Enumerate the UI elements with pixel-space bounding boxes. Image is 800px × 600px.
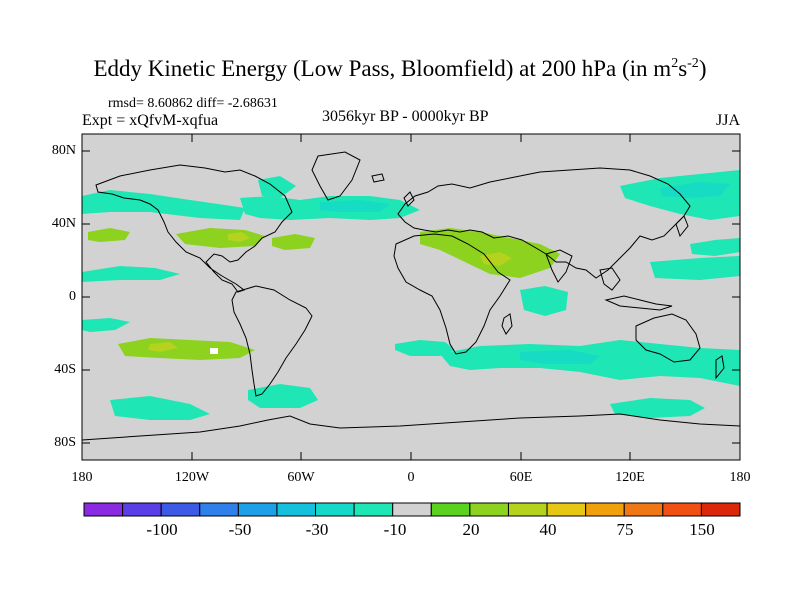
- colorbar-box: [623, 502, 664, 517]
- colorbar-box: [546, 502, 587, 517]
- stats-text: rmsd= 8.60862 diff= -2.68631: [108, 96, 278, 111]
- experiment-label: Expt = xQfvM-xqfua: [82, 112, 219, 129]
- south-pacific-green: [118, 338, 255, 360]
- colorbar-box: [430, 502, 471, 517]
- antarctica-coast: [82, 413, 740, 441]
- india-coast: [545, 249, 573, 283]
- tropical-east-pacific: [82, 266, 180, 282]
- atlantic-green: [272, 234, 315, 250]
- middle-east-green: [420, 228, 560, 278]
- title-unit-s: s: [678, 56, 688, 81]
- coastlines: [82, 151, 740, 441]
- colorbar-label-75: 75: [616, 520, 634, 539]
- positive-anomaly-fields: [88, 228, 560, 360]
- new-zealand-coast: [715, 355, 725, 380]
- southeast-asia-coast: [599, 267, 621, 291]
- iceland-coast: [371, 173, 385, 183]
- colorbar-label-minus50: -50: [228, 520, 252, 539]
- south-atlantic-patch: [395, 340, 455, 356]
- colorbar-label-minus100: -100: [146, 520, 178, 539]
- title-sup-2: 2: [671, 56, 679, 71]
- xtick-120w: 120W: [174, 470, 210, 485]
- colorbar-box: [507, 502, 548, 517]
- title-close: ): [698, 56, 707, 81]
- period-label: 3056kyr BP - 0000kyr BP: [322, 108, 489, 125]
- colorbar-box: [662, 502, 702, 517]
- title-text: Eddy Kinetic Energy (Low Pass, Bloomfiel…: [93, 56, 672, 81]
- japan-coast: [675, 215, 689, 238]
- colorbar-box: [160, 502, 201, 517]
- antarctic-patch: [610, 398, 705, 418]
- ytick-40n: 40N: [51, 216, 76, 231]
- missing-cell: [210, 348, 218, 354]
- colorbar-box: [237, 502, 278, 517]
- colorbar-box: [585, 502, 625, 517]
- xtick-0: 0: [407, 470, 415, 485]
- negative-anomaly-cores: [320, 182, 730, 364]
- south-pacific-band: [110, 396, 210, 420]
- ytick-80n: 80N: [51, 143, 76, 158]
- japan-patch: [690, 238, 740, 256]
- colorbar-box: [276, 502, 317, 517]
- europe-coast: [397, 167, 691, 279]
- xtick-180e: 180: [729, 470, 751, 485]
- colorbar-label-minus10: -10: [383, 520, 407, 539]
- colorbar-box: [315, 502, 355, 517]
- colorbar-box: [83, 502, 124, 517]
- north-pacific-green: [88, 228, 130, 242]
- ytick-80s: 80S: [54, 435, 76, 450]
- north-america-coast: [95, 164, 293, 293]
- colorbar-label-40: 40: [539, 520, 557, 539]
- australia-coast: [635, 313, 701, 363]
- tropical-west-pacific-patch: [650, 256, 740, 280]
- colorbar-label-150: 150: [689, 520, 715, 539]
- colorbar-box: [353, 502, 394, 517]
- colorbar-box: [469, 502, 509, 517]
- title-sup-minus2: -2: [687, 56, 699, 71]
- xtick-180w: 180: [71, 470, 93, 485]
- uk-coast: [403, 191, 415, 207]
- subtropical-south-pacific: [82, 318, 130, 332]
- south-america-coast: [231, 285, 313, 397]
- positive-anomaly-cores: [148, 232, 512, 352]
- season-label: JJA: [716, 112, 741, 129]
- colorbar-label-20: 20: [462, 520, 480, 539]
- north-america-cap: [258, 176, 296, 198]
- ytick-0: 0: [69, 289, 76, 304]
- colorbar-box: [392, 502, 432, 517]
- indian-ocean-patch: [520, 286, 568, 316]
- colorbar: [83, 502, 741, 517]
- africa-coast: [393, 233, 511, 355]
- xtick-60e: 60E: [509, 470, 533, 485]
- xtick-60w: 60W: [287, 470, 315, 485]
- xtick-120e: 120E: [615, 470, 645, 485]
- indonesia-coast: [604, 295, 673, 311]
- plot-title: Eddy Kinetic Energy (Low Pass, Bloomfiel…: [0, 56, 800, 82]
- greenland-coast: [311, 151, 361, 201]
- madagascar-coast: [501, 313, 513, 335]
- colorbar-label-minus30: -30: [305, 520, 329, 539]
- ytick-40s: 40S: [54, 362, 76, 377]
- colorbar-box: [700, 502, 741, 517]
- colorbar-box: [199, 502, 239, 517]
- axis-ticks: [81, 134, 741, 460]
- colorbar-box: [122, 502, 162, 517]
